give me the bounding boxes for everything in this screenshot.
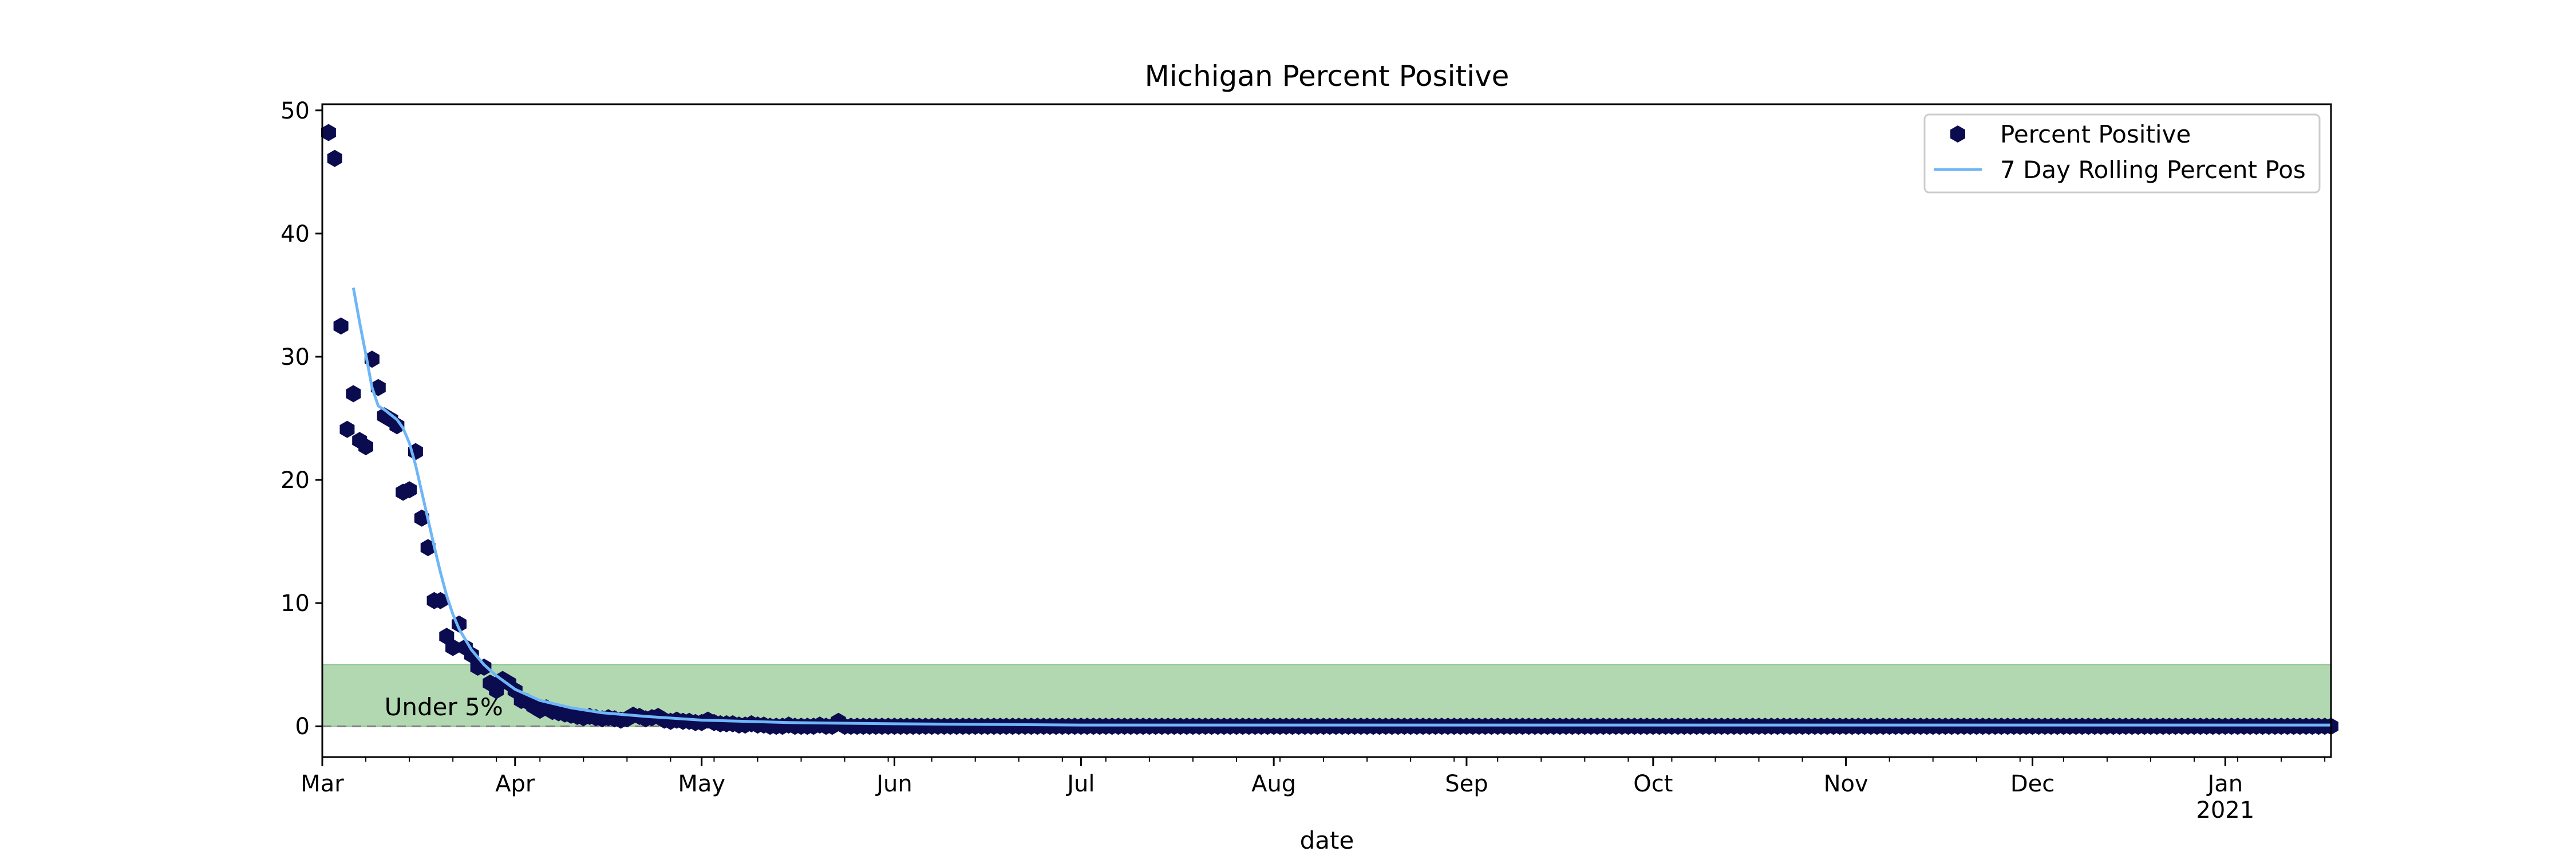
x-tick-label: Sep <box>1445 771 1488 797</box>
x-tick-label: Oct <box>1633 771 1673 797</box>
x-tick-label: May <box>678 771 725 797</box>
data-point <box>389 417 405 435</box>
x-tick-label: Mar <box>301 771 344 797</box>
x-tick-label: Jul <box>1065 771 1095 797</box>
legend-box <box>1923 113 2321 194</box>
y-tick-label: 10 <box>280 590 310 617</box>
y-tick-label: 50 <box>280 98 310 124</box>
data-point <box>321 124 336 141</box>
legend-marker-percent-positive <box>1950 125 1965 143</box>
x-tick-label: Dec <box>2010 771 2055 797</box>
data-point <box>333 317 349 335</box>
legend: Percent Positive 7 Day Rolling Percent Po… <box>1923 113 2321 194</box>
data-point <box>339 420 355 438</box>
x-tick-sublabel: 2021 <box>2196 797 2254 823</box>
data-point <box>420 539 436 557</box>
y-tick-label: 20 <box>280 467 310 494</box>
plot-frame <box>321 103 2332 758</box>
data-point <box>402 481 417 499</box>
y-tick-label: 40 <box>280 221 310 247</box>
rolling-line <box>351 287 2331 727</box>
data-point <box>464 646 479 664</box>
y-tick-label: 0 <box>295 714 310 740</box>
percent-positive-points <box>321 124 2338 735</box>
data-point <box>476 659 492 676</box>
data-point <box>445 639 461 656</box>
x-tick-label: Jan <box>2206 771 2243 797</box>
plot-area: Under 5% 0 10 20 30 40 50 Mar Apr May Jun Jul Aug Sep… <box>280 98 2338 823</box>
data-point <box>346 385 361 403</box>
x-tick-label: Aug <box>1251 771 1296 797</box>
data-point <box>433 592 448 609</box>
chart-title: Michigan Percent Positive <box>1145 60 1510 93</box>
y-tick-label: 30 <box>280 344 310 371</box>
x-tick-label: Jun <box>875 771 912 797</box>
data-point <box>358 438 373 455</box>
band-label: Under 5% <box>385 693 503 721</box>
x-tick-label: Nov <box>1824 771 1868 797</box>
legend-label: 7 Day Rolling Percent Pos <box>2000 156 2306 184</box>
x-axis-label: date <box>1300 826 1354 854</box>
legend-label: Percent Positive <box>2000 120 2191 148</box>
data-point <box>327 149 342 167</box>
x-tick-label: Apr <box>495 771 535 797</box>
